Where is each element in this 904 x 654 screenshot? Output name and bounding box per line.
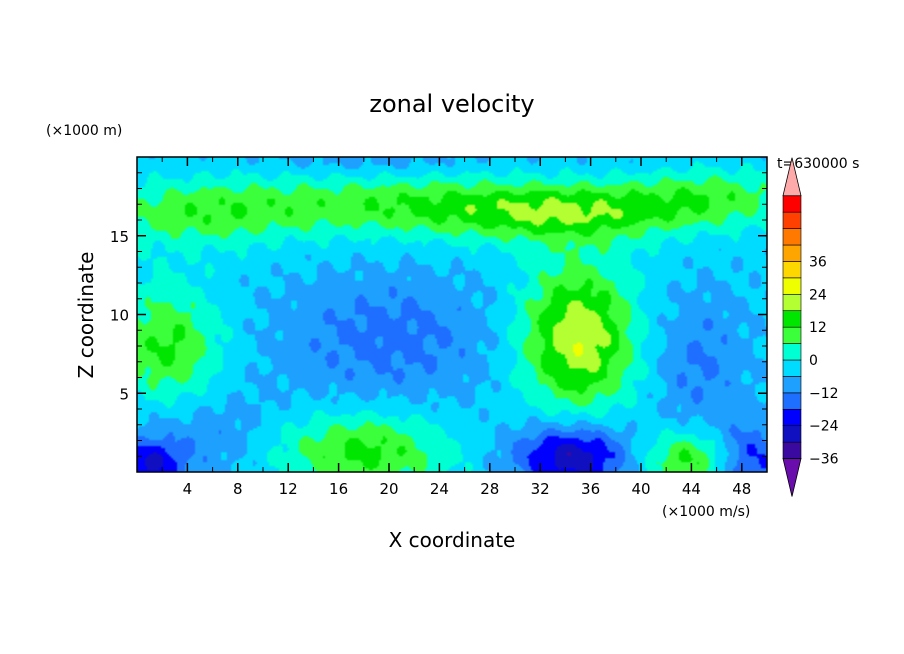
x-tick-label: 36 [581, 480, 600, 498]
colorbar-segment [782, 261, 802, 279]
x-tick-label: 4 [183, 480, 193, 498]
colorbar: 36 24 12 0 −12 −24 −36 [782, 157, 839, 497]
colorbar-segment [782, 343, 802, 361]
time-label: t=630000 s [777, 156, 859, 172]
colorbar-tick-label: −24 [809, 419, 839, 435]
x-tick-label: 20 [379, 480, 398, 498]
x-axis-label: X coordinate [389, 528, 516, 552]
colorbar-segment [782, 293, 802, 312]
chart-title: zonal velocity [369, 90, 534, 118]
x-tick-label: 12 [279, 480, 298, 498]
colorbar-segment [782, 195, 802, 213]
colorbar-tick-label: 36 [809, 254, 827, 270]
colorbar-segment [782, 277, 802, 295]
x-tick-label: 28 [480, 480, 499, 498]
x-tick-label: 44 [682, 480, 701, 498]
colorbar-segment [782, 326, 802, 344]
colorbar-segment [782, 228, 802, 246]
x-tick-label: 24 [430, 480, 449, 498]
colorbar-tick-label: 0 [809, 353, 818, 369]
x-tick-label: 8 [233, 480, 243, 498]
colorbar-segment [782, 425, 802, 443]
y-tick-label: 10 [110, 307, 129, 325]
colorbar-segment [782, 310, 802, 328]
colorbar-segment [782, 211, 802, 229]
colorbar-tick-label: 24 [809, 287, 827, 303]
x-tick-label: 16 [329, 480, 348, 498]
x-tick-label: 40 [631, 480, 650, 498]
contour-field [137, 157, 767, 472]
colorbar-segment [782, 376, 802, 394]
x-unit-label: (×1000 m/s) [662, 504, 750, 520]
y-axis-label: Z coordinate [74, 252, 98, 379]
y-unit-label: (×1000 m) [46, 123, 122, 139]
x-tick-label: 48 [732, 480, 751, 498]
colorbar-segment [782, 441, 802, 459]
x-tick-label: 32 [531, 480, 550, 498]
colorbar-segment [782, 392, 802, 410]
colorbar-tick-label: −36 [809, 452, 839, 468]
colorbar-tick-label: 12 [809, 320, 827, 336]
colorbar-segment [782, 359, 802, 377]
y-tick-label: 15 [110, 228, 129, 246]
y-axis: 5 10 15 [110, 172, 767, 457]
y-tick-label: 5 [119, 385, 129, 403]
colorbar-tick-label: −12 [809, 386, 839, 402]
x-axis: 4 8 12 16 20 24 28 32 36 40 44 48 [161, 157, 751, 498]
colorbar-min-arrow [782, 458, 802, 497]
colorbar-segment [782, 408, 802, 427]
colorbar-max-arrow [782, 157, 802, 197]
colorbar-segment [782, 244, 802, 262]
